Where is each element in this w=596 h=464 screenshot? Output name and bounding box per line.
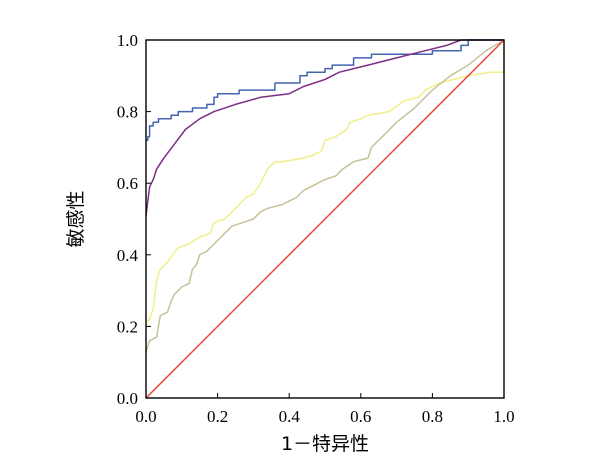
ticks-layer: 0.0 0.2 0.4 0.6 0.8 1.0 0.0 0.2 0.4 0.6 0.8 1.0 (117, 31, 515, 426)
x-axis-title: 1－特异性 (281, 433, 369, 455)
series-line-2 (145, 39, 504, 216)
x-tick-label: 0.8 (422, 407, 443, 426)
x-tick-label: 1.0 (493, 407, 514, 426)
y-tick-label: 0.8 (117, 103, 138, 122)
x-tick-label: 0.4 (279, 407, 301, 426)
y-tick-label: 1.0 (117, 31, 138, 50)
y-axis-title: 敏感性 (65, 190, 87, 247)
y-tick-label: 0.2 (117, 317, 138, 336)
series-layer (145, 39, 505, 399)
series-line-1 (146, 39, 504, 141)
y-tick-label: 0.4 (117, 246, 139, 265)
series-line-5 (145, 39, 505, 399)
x-tick-label: 0.2 (207, 407, 228, 426)
plot-frame (145, 39, 505, 399)
series-line-4 (145, 39, 505, 352)
y-tick-label: 0.0 (117, 389, 138, 408)
series-line-3 (145, 40, 505, 324)
y-tick-label: 0.6 (117, 174, 138, 193)
x-tick-label: 0.0 (135, 407, 156, 426)
x-tick-label: 0.6 (350, 407, 371, 426)
